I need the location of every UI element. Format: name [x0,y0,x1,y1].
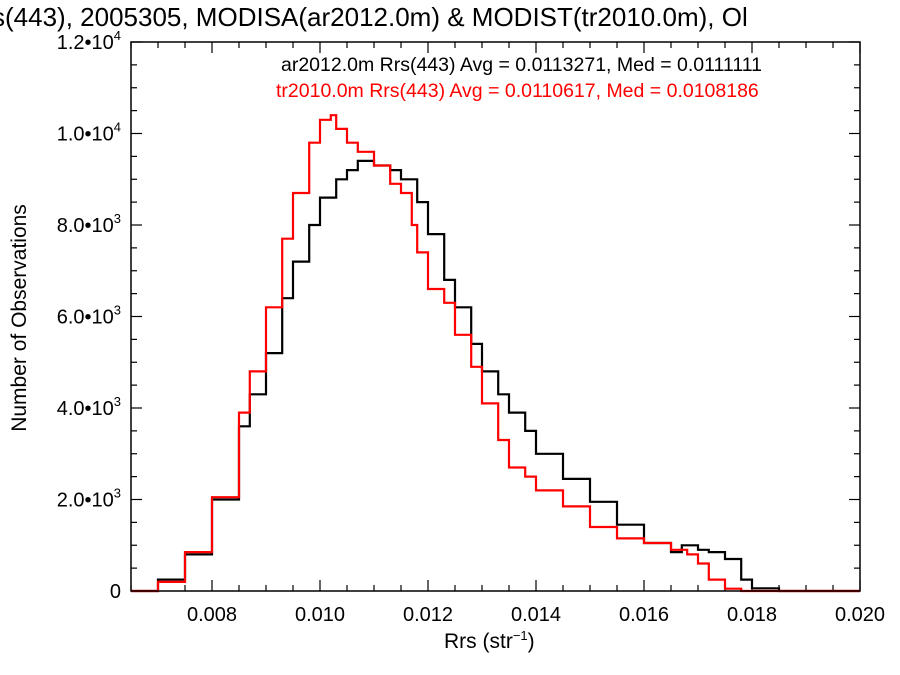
series-layer [131,114,860,593]
chart-title: s(443), 2005305, MODISA(ar2012.0m) & MOD… [0,2,748,32]
x-tick-label: 0.014 [511,604,561,626]
legend-entry-ar2012: ar2012.0m Rrs(443) Avg = 0.0113271, Med … [281,54,762,76]
y-axis-label: Number of Observations [8,204,31,432]
series-line-tr2010 [131,114,860,593]
y-tick-label: 8.0•103 [57,211,121,237]
x-tick-label: 0.016 [619,604,669,626]
y-tick-label: 2.0•103 [57,486,121,512]
y-tick-label: 4.0•103 [57,394,121,420]
x-tick-label: 0.018 [727,604,777,626]
series-line-ar2012 [131,159,860,593]
x-axis-label: Rrs (str−1) [444,628,535,653]
tick-layer: 0.008 0.010 0.012 0.014 0.016 0.018 0.020 0 2.0•… [57,28,885,626]
x-tick-label: 0.008 [187,604,237,626]
legend-entry-tr2010: tr2010.0m Rrs(443) Avg = 0.0110617, Med … [276,80,759,102]
y-tick-label: 6.0•103 [57,303,121,329]
x-tick-label: 0.020 [835,604,885,626]
plot-frame [130,41,861,592]
y-tick-label: 0 [110,581,121,603]
x-tick-label: 0.012 [403,604,453,626]
y-tick-label: 1.2•104 [57,28,121,54]
x-tick-label: 0.010 [295,604,345,626]
y-tick-label: 1.0•104 [57,120,121,146]
